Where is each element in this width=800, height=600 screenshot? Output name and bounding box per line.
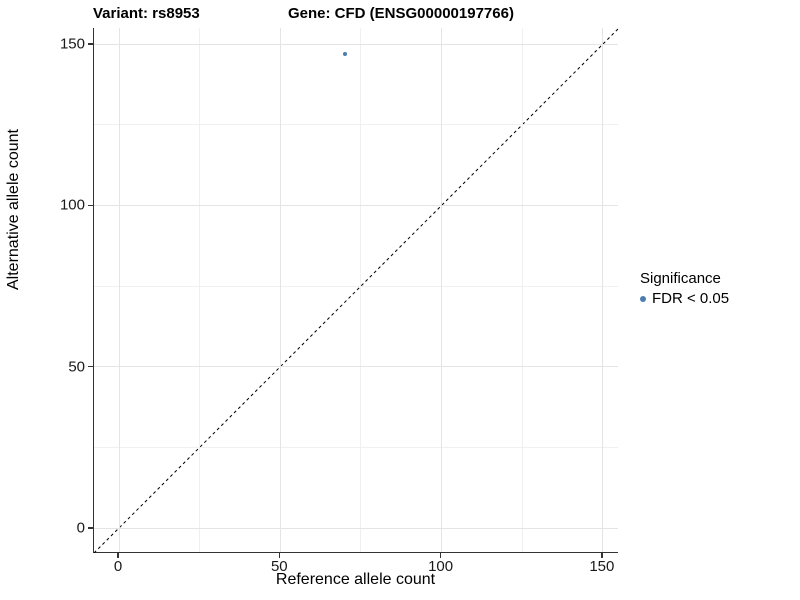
y-axis-label: Alternative allele count	[5, 129, 22, 290]
x-tick-mark	[278, 553, 281, 558]
x-tick-label: 100	[428, 558, 454, 575]
plot-panel	[93, 28, 619, 553]
major-gridline-horizontal	[94, 366, 618, 368]
major-gridline-vertical	[118, 28, 120, 552]
y-tick-mark	[88, 527, 93, 529]
x-axis-label: Reference allele count	[275, 571, 436, 588]
data-point	[342, 51, 347, 56]
y-tick-label: 150	[59, 35, 85, 53]
y-tick-mark	[88, 43, 93, 45]
gene-title: Gene: CFD (ENSG00000197766)	[288, 5, 514, 22]
minor-gridline-horizontal	[94, 285, 618, 287]
y-tick-label: 0	[76, 519, 85, 537]
major-gridline-horizontal	[94, 527, 618, 529]
y-tick-mark	[88, 365, 93, 368]
legend-entry-label: FDR < 0.05	[652, 290, 730, 307]
minor-gridline-vertical	[360, 28, 362, 552]
major-gridline-vertical	[279, 28, 281, 552]
y-tick-label: 100	[59, 196, 85, 214]
legend: Significance FDR < 0.05	[640, 270, 729, 307]
legend-entry: FDR < 0.05	[640, 290, 729, 307]
x-tick-label: 150	[589, 558, 615, 575]
major-gridline-vertical	[441, 28, 443, 552]
legend-title: Significance	[640, 270, 721, 287]
identity-line	[94, 28, 619, 553]
major-gridline-horizontal	[94, 43, 618, 45]
major-gridline-vertical	[602, 28, 604, 552]
x-tick-label: 0	[113, 558, 123, 575]
y-tick-label: 50	[68, 358, 85, 376]
x-tick-mark	[601, 553, 603, 558]
major-gridline-horizontal	[94, 204, 618, 206]
minor-gridline-vertical	[521, 28, 523, 552]
x-tick-mark	[117, 553, 119, 558]
minor-gridline-horizontal	[94, 124, 618, 126]
x-tick-mark	[439, 553, 442, 558]
variant-title: Variant: rs8953	[93, 5, 200, 22]
legend-point-icon	[640, 295, 646, 302]
y-tick-mark	[88, 204, 93, 207]
minor-gridline-vertical	[199, 28, 201, 552]
x-tick-label: 50	[270, 558, 288, 575]
minor-gridline-horizontal	[94, 446, 618, 448]
